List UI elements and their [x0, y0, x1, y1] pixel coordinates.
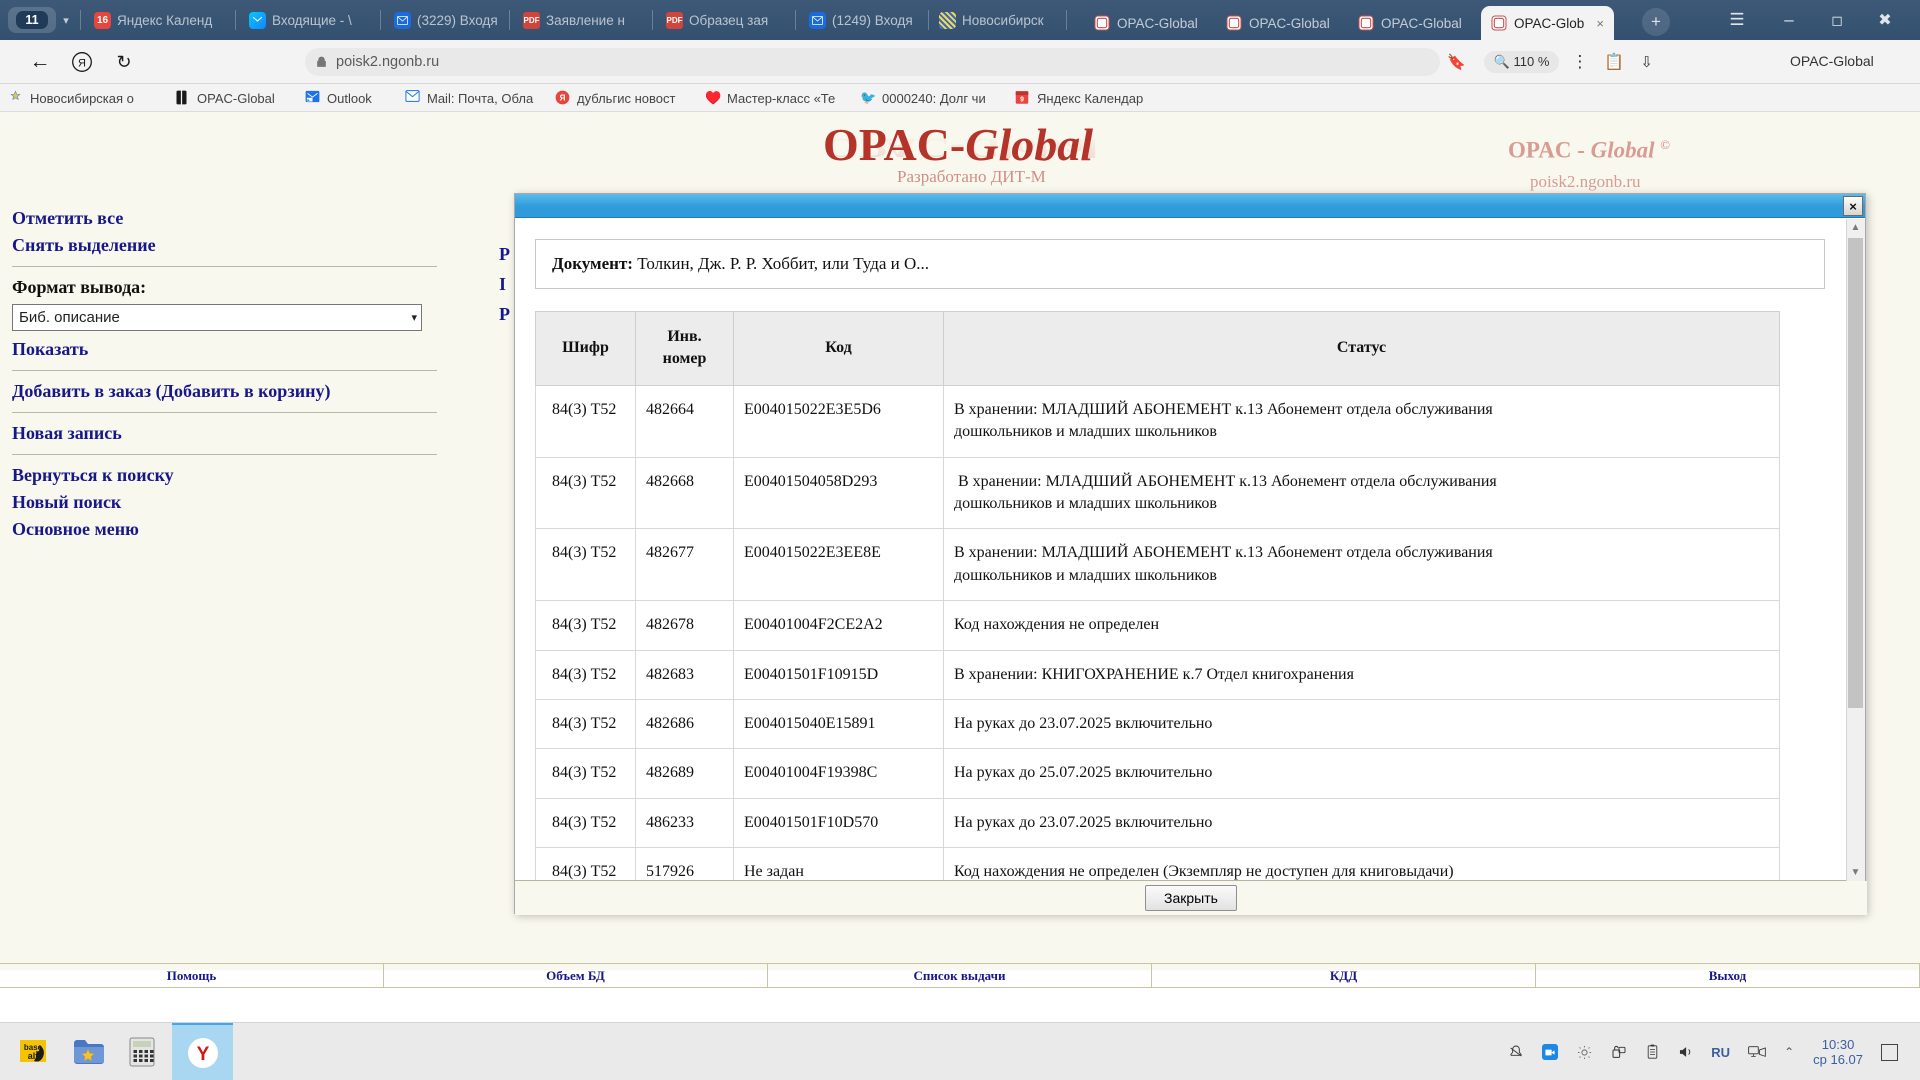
svg-text:Y: Y: [196, 1044, 209, 1065]
svg-text:Я: Я: [560, 94, 566, 103]
svg-text:9: 9: [1020, 96, 1024, 103]
svg-text:Я: Я: [78, 58, 86, 70]
